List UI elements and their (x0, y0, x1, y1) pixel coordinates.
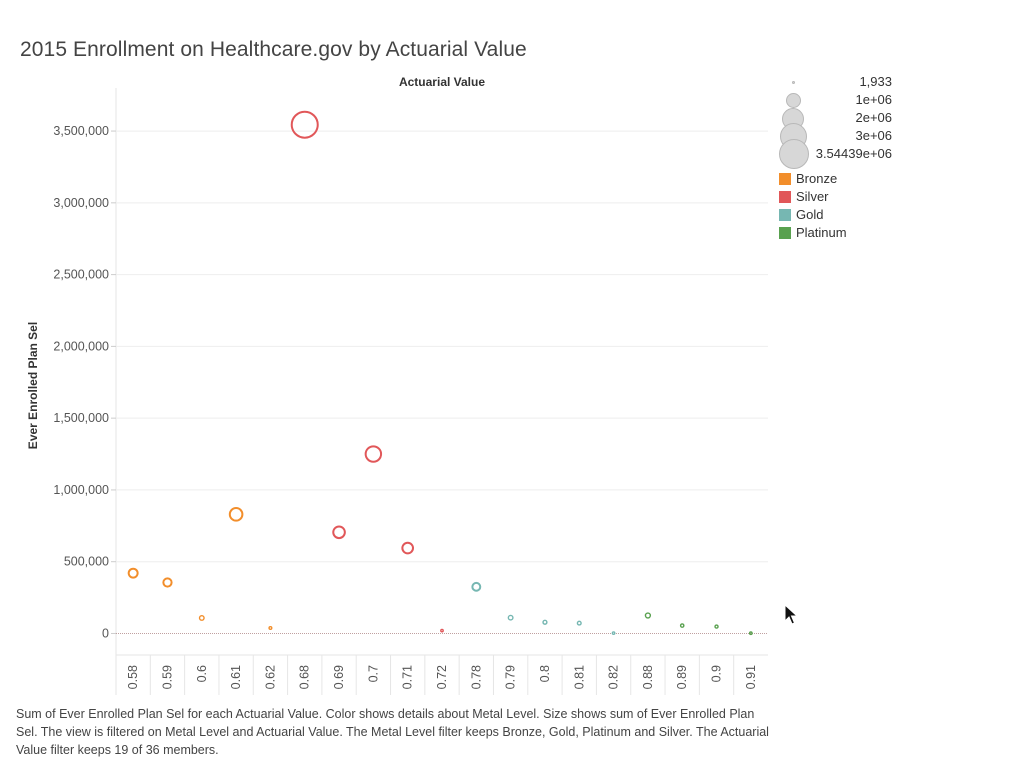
size-legend-marker (792, 81, 795, 84)
bronze-swatch (779, 173, 791, 185)
x-category-label: 0.89 (675, 665, 689, 689)
gold-swatch (779, 209, 791, 221)
y-tick-label: 2,500,000 (53, 268, 109, 282)
color-legend-label: Silver (796, 189, 829, 204)
x-category-label: 0.61 (229, 665, 243, 689)
y-tick-label: 1,000,000 (53, 483, 109, 497)
x-category-label: 0.6 (195, 665, 209, 682)
size-legend-marker (786, 93, 801, 108)
size-legend-label: 1e+06 (855, 92, 892, 107)
size-legend-label: 2e+06 (855, 110, 892, 125)
data-point-silver[interactable] (364, 445, 383, 463)
data-point-platinum[interactable] (644, 612, 652, 619)
data-point-platinum[interactable] (679, 623, 685, 628)
x-category-label: 0.8 (538, 665, 552, 682)
color-legend-label: Bronze (796, 171, 838, 186)
y-tick-label: 0 (102, 626, 109, 640)
data-point-bronze[interactable] (198, 614, 205, 621)
size-legend-item: 1e+06 (778, 92, 898, 110)
x-category-label: 0.79 (504, 665, 518, 689)
data-point-gold[interactable] (576, 620, 582, 626)
x-category-label: 0.72 (435, 665, 449, 689)
size-legend: 1,933 1e+06 2e+06 3e+06 3.54439e+06 (778, 74, 898, 169)
data-point-platinum[interactable] (748, 631, 753, 636)
color-legend-item-bronze[interactable]: Bronze (778, 171, 898, 189)
silver-swatch (779, 191, 791, 203)
data-point-gold[interactable] (611, 631, 616, 636)
color-legend: Bronze Silver Gold Platinum (778, 171, 898, 243)
x-category-label: 0.88 (641, 665, 655, 689)
color-legend-item-platinum[interactable]: Platinum (778, 225, 898, 243)
arrow-cursor-icon (784, 604, 798, 625)
x-category-label: 0.58 (126, 665, 140, 689)
platinum-swatch (779, 227, 791, 239)
chart-caption: Sum of Ever Enrolled Plan Sel for each A… (16, 707, 769, 757)
data-point-silver[interactable] (440, 628, 444, 633)
data-point-silver[interactable] (401, 541, 415, 555)
size-legend-label: 1,933 (859, 74, 892, 89)
size-legend-label: 3e+06 (855, 128, 892, 143)
size-legend-item: 1,933 (778, 74, 898, 92)
x-category-label: 0.82 (607, 665, 621, 689)
x-category-label: 0.81 (572, 665, 586, 689)
color-legend-label: Platinum (796, 225, 847, 240)
x-category-label: 0.71 (401, 665, 415, 689)
x-category-label: 0.9 (710, 665, 724, 682)
data-point-gold[interactable] (542, 619, 548, 625)
data-point-bronze[interactable] (162, 577, 173, 588)
data-point-gold[interactable] (471, 581, 482, 592)
color-legend-item-silver[interactable]: Silver (778, 189, 898, 207)
x-category-label: 0.91 (744, 665, 758, 689)
x-category-label: 0.68 (298, 665, 312, 689)
data-point-bronze[interactable] (127, 567, 139, 579)
data-point-silver[interactable] (332, 525, 346, 540)
x-category-label: 0.62 (263, 665, 277, 689)
y-tick-label: 500,000 (64, 555, 109, 569)
data-point-gold[interactable] (507, 614, 514, 621)
data-point-bronze[interactable] (268, 625, 273, 631)
size-legend-marker (779, 139, 809, 169)
y-tick-label: 3,500,000 (53, 124, 109, 138)
column-header: Actuarial Value (398, 75, 486, 89)
y-axis-label: Ever Enrolled Plan Sel (26, 322, 40, 449)
data-point-bronze[interactable] (228, 507, 244, 522)
x-category-label: 0.78 (469, 665, 483, 689)
y-tick-label: 2,000,000 (53, 339, 109, 353)
x-category-label: 0.7 (366, 665, 380, 682)
color-legend-item-gold[interactable]: Gold (778, 207, 898, 225)
y-tick-label: 3,000,000 (53, 196, 109, 210)
color-legend-label: Gold (796, 207, 824, 222)
x-category-label: 0.69 (332, 665, 346, 689)
data-point-platinum[interactable] (714, 624, 719, 629)
chart-title: 2015 Enrollment on Healthcare.gov by Act… (20, 38, 527, 61)
data-point-silver[interactable] (290, 110, 319, 139)
size-legend-label: 3.54439e+06 (815, 146, 892, 161)
y-tick-label: 1,500,000 (53, 411, 109, 425)
size-legend-item: 3.54439e+06 (778, 139, 898, 169)
x-category-label: 0.59 (160, 665, 174, 689)
legend: 1,933 1e+06 2e+06 3e+06 3.54439e+06 Bron… (778, 74, 898, 243)
